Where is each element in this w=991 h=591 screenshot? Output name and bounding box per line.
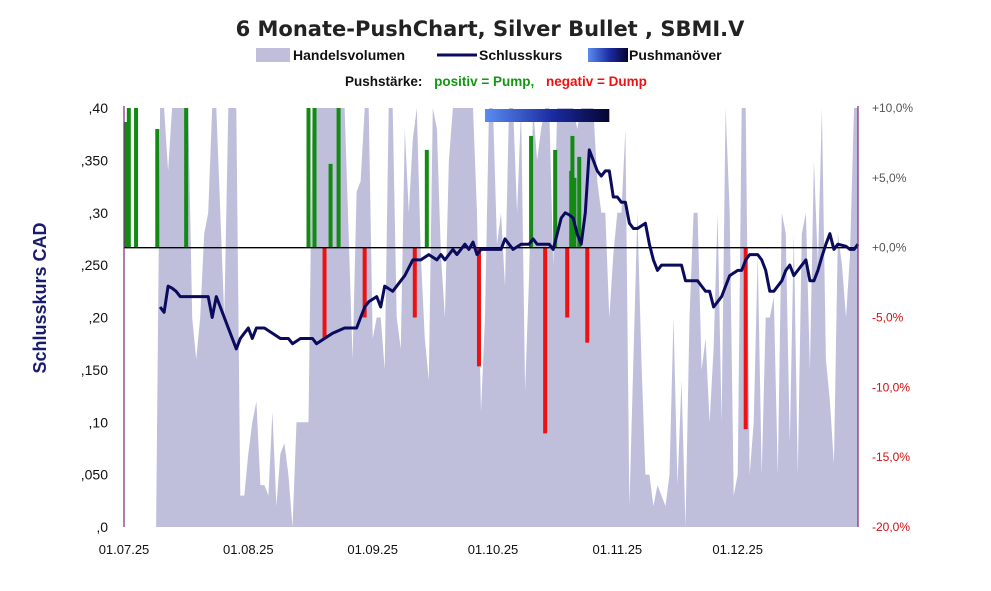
volume-area-layer — [156, 108, 859, 527]
legend-push-swatch — [588, 48, 628, 62]
y-tick-label: ,0 — [96, 519, 108, 535]
pump-bar — [570, 135, 575, 248]
legend: Handelsvolumen Schlusskurs Pushmanöver — [256, 47, 722, 63]
ticks-layer: ,0 ,050 ,10 ,150 ,20 ,250 ,30 ,350 ,40 -20,0% -15,… — [81, 100, 914, 557]
pump-bar — [312, 108, 317, 248]
dump-bar — [565, 247, 570, 318]
close-line-layer — [158, 148, 860, 351]
y2-tick-label: -5,0% — [872, 311, 904, 325]
y-axis-label: Schlusskurs CAD — [30, 222, 50, 373]
y2-tick-label: +10,0% — [872, 101, 913, 115]
y2-tick-label: +0,0% — [872, 241, 907, 255]
y2-tick-label: +5,0% — [872, 171, 907, 185]
pump-bar — [553, 149, 558, 248]
y2-tick-label: -15,0% — [872, 450, 910, 464]
pump-bar — [572, 177, 577, 248]
dump-bar — [585, 247, 590, 343]
push-band-layer — [484, 109, 610, 122]
legend-volume-label: Handelsvolumen — [293, 47, 405, 63]
y-tick-label: ,10 — [89, 414, 109, 430]
x-tick-label: 01.07.25 — [99, 542, 150, 557]
dump-bar — [476, 247, 481, 367]
pump-bar — [306, 108, 311, 248]
push-bars-layer — [124, 108, 748, 434]
y-tick-label: ,30 — [89, 205, 109, 221]
pump-bar — [336, 108, 341, 248]
y-tick-label: ,150 — [81, 362, 108, 378]
dump-bar — [322, 247, 327, 339]
push-strength-positive: positiv = Pump, — [434, 74, 534, 89]
pump-bar — [577, 156, 582, 248]
x-tick-label: 01.08.25 — [223, 542, 274, 557]
dump-bar — [362, 247, 367, 318]
x-tick-label: 01.10.25 — [468, 542, 519, 557]
x-tick-label: 01.11.25 — [593, 542, 643, 557]
dump-bar — [743, 247, 748, 430]
y-tick-label: ,350 — [81, 152, 108, 168]
y2-tick-label: -20,0% — [872, 520, 910, 534]
y-tick-label: ,250 — [81, 257, 108, 273]
x-tick-label: 01.09.25 — [347, 542, 398, 557]
pump-bar — [184, 108, 189, 248]
volume-area — [156, 108, 859, 527]
y-tick-label: ,050 — [81, 467, 108, 483]
legend-push-label: Pushmanöver — [629, 47, 722, 63]
push-strength-prefix: Pushstärke: — [345, 74, 422, 89]
legend-close-label: Schlusskurs — [479, 47, 562, 63]
close-line — [158, 148, 860, 351]
dump-bar — [412, 247, 417, 318]
y2-tick-label: -10,0% — [872, 380, 910, 394]
push-strength-negative: negativ = Dump — [546, 74, 647, 89]
chart-title: 6 Monate-PushChart, Silver Bullet , SBMI… — [236, 17, 746, 41]
dump-bar — [543, 247, 548, 434]
pump-bar — [424, 149, 429, 248]
pump-bar — [126, 108, 131, 248]
y-tick-label: ,20 — [89, 310, 109, 326]
pump-bar — [155, 128, 160, 248]
axes-layer — [123, 106, 859, 527]
pump-bar — [529, 135, 534, 248]
y-tick-label: ,40 — [89, 100, 109, 116]
pump-bar — [134, 108, 139, 248]
legend-volume-swatch — [256, 48, 290, 62]
pump-bar — [328, 163, 333, 248]
push-strength-legend: Pushstärke: positiv = Pump, negativ = Du… — [345, 74, 647, 89]
pump-bar — [124, 121, 129, 248]
push-band — [484, 109, 610, 122]
x-tick-label: 01.12.25 — [712, 542, 763, 557]
